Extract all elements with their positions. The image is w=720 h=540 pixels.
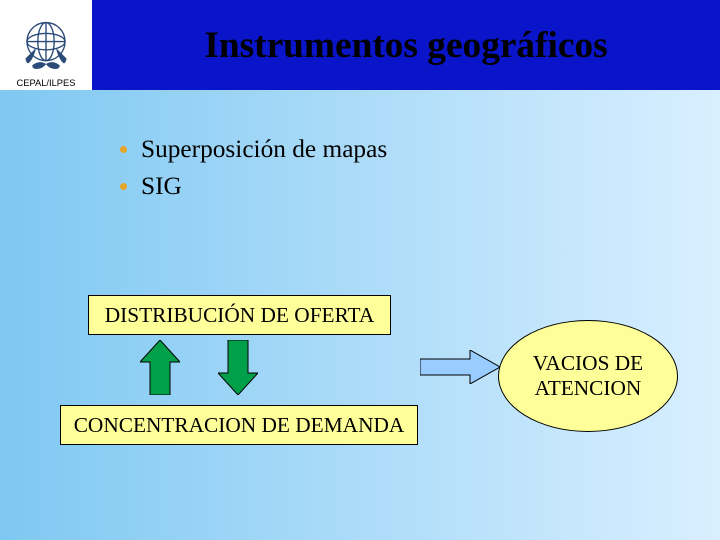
bullet-dot-icon [120,183,127,190]
bullet-label: Superposición de mapas [141,135,387,164]
bullet-dot-icon [120,146,127,153]
logo-caption: CEPAL/ILPES [0,78,92,88]
un-emblem-icon [6,11,86,79]
box-demanda: CONCENTRACION DE DEMANDA [60,405,418,445]
bullet-label: SIG [141,172,182,201]
bullet-item: Superposición de mapas [120,135,387,164]
arrow-up-icon [140,340,180,395]
page-title: Instrumentos geográficos [92,0,720,90]
header: CEPAL/ILPES Instrumentos geográficos [0,0,720,90]
box-oferta: DISTRIBUCIÓN DE OFERTA [88,295,391,335]
ellipse-text: VACIOS DE ATENCION [533,351,643,400]
bullet-item: SIG [120,172,387,201]
bullet-list: Superposición de mapas SIG [120,135,387,209]
slide: CEPAL/ILPES Instrumentos geográficos Sup… [0,0,720,540]
ellipse-line2: ATENCION [533,376,643,401]
ellipse-vacios: VACIOS DE ATENCION [498,320,678,432]
logo-box: CEPAL/ILPES [0,0,92,90]
box-oferta-label: DISTRIBUCIÓN DE OFERTA [105,303,375,328]
box-demanda-label: CONCENTRACION DE DEMANDA [74,413,405,438]
ellipse-line1: VACIOS DE [533,351,643,376]
arrow-down-icon [218,340,258,395]
arrow-right-icon [420,350,500,384]
